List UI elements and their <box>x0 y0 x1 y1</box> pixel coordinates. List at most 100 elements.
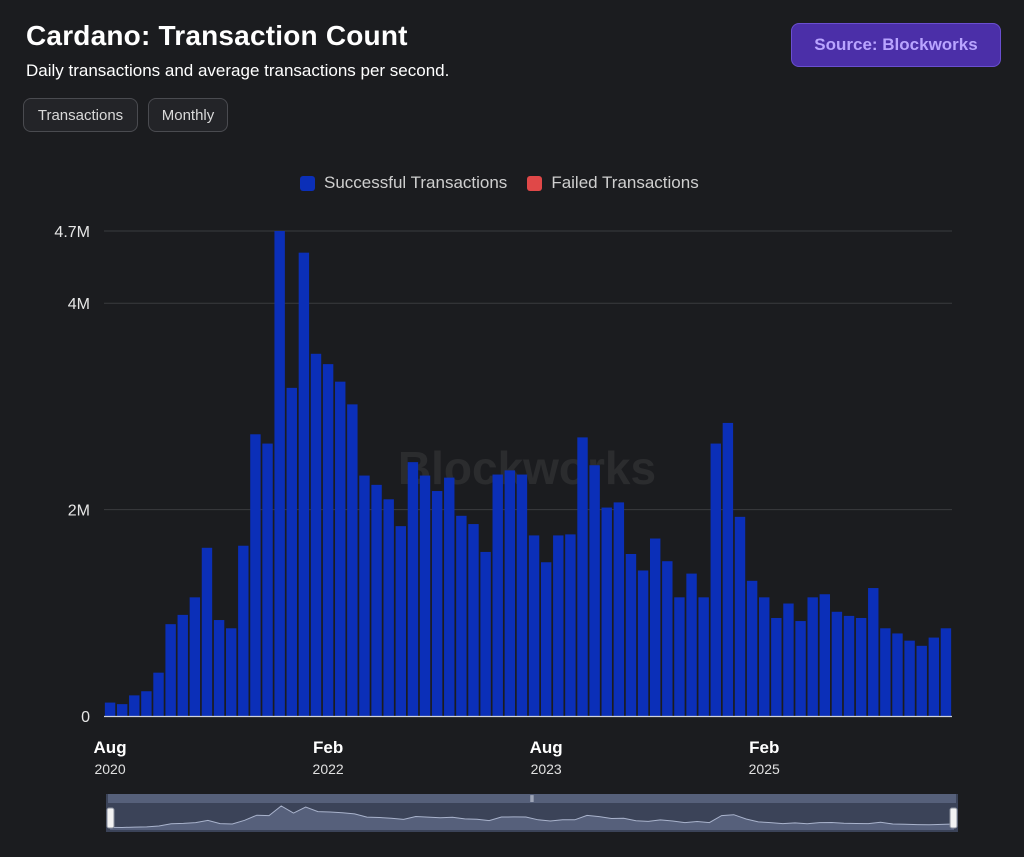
x-tick-year: 2022 <box>313 761 344 777</box>
bar-successful <box>565 534 576 716</box>
x-tick-label: Feb <box>749 738 779 757</box>
bar-successful <box>444 477 455 716</box>
bar-successful <box>129 695 140 716</box>
bar-successful <box>868 588 879 716</box>
bar-successful <box>419 475 431 716</box>
navigator-line <box>109 805 955 829</box>
bar-successful <box>407 462 419 716</box>
bar-successful <box>759 597 770 716</box>
chart-title: Cardano: Transaction Count <box>26 20 408 51</box>
bar-successful <box>395 526 407 716</box>
bar-successful <box>722 422 734 716</box>
bar-successful <box>116 704 128 716</box>
bar-successful <box>831 611 843 716</box>
bar-successful <box>940 628 952 716</box>
period-toggle-button[interactable]: Monthly <box>148 98 228 132</box>
bar-successful <box>855 617 867 716</box>
legend-label-successful: Successful Transactions <box>324 173 508 192</box>
bar-successful <box>880 628 891 716</box>
bar-successful <box>141 691 152 716</box>
x-tick-year: 2025 <box>749 761 780 777</box>
metric-toggle-button[interactable]: Transactions <box>23 98 138 132</box>
source-button[interactable]: Source: Blockworks <box>791 23 1001 67</box>
bar-successful <box>528 535 540 716</box>
bar-successful <box>783 603 794 716</box>
bar-successful <box>710 443 721 716</box>
bar-successful <box>335 381 346 716</box>
bar-successful <box>347 404 358 716</box>
navigator-scrollbar <box>108 794 956 803</box>
bar-successful <box>589 465 600 716</box>
bar-successful <box>843 615 855 716</box>
legend-item-failed[interactable]: Failed Transactions <box>527 173 699 193</box>
bar-successful <box>613 502 625 716</box>
bar-successful <box>262 443 273 716</box>
bar-successful <box>431 491 443 716</box>
bar-successful <box>734 516 746 716</box>
bar-successful <box>165 624 176 716</box>
bar-successful <box>916 645 927 716</box>
x-tick-year: 2020 <box>94 761 125 777</box>
bar-successful <box>492 474 503 716</box>
navigator-left-handle[interactable] <box>106 807 115 829</box>
bar-successful <box>104 702 116 716</box>
bar-successful <box>250 434 261 716</box>
y-tick-label: 4.7M <box>54 224 90 241</box>
bar-successful <box>662 561 673 716</box>
bar-successful <box>213 620 225 716</box>
bar-successful <box>177 614 188 716</box>
x-tick-label: Feb <box>313 738 343 757</box>
y-tick-label: 4M <box>68 296 90 313</box>
legend-swatch-failed <box>527 175 543 191</box>
x-tick-label: Aug <box>530 738 563 757</box>
bar-successful <box>795 621 806 716</box>
bar-successful <box>189 597 201 716</box>
bar-successful <box>637 570 649 716</box>
bar-successful <box>686 573 697 716</box>
x-tick-year: 2023 <box>531 761 562 777</box>
bar-successful <box>153 672 164 716</box>
bar-successful <box>238 545 249 716</box>
bar-successful <box>298 252 310 716</box>
bar-successful <box>322 364 334 716</box>
bar-successful <box>819 594 831 716</box>
bar-successful <box>225 628 237 716</box>
legend-label-failed: Failed Transactions <box>551 173 699 192</box>
range-navigator[interactable]: ⦀ <box>106 794 958 832</box>
y-tick-label: 2M <box>68 503 90 520</box>
bar-successful <box>807 597 818 716</box>
bar-successful <box>540 562 552 716</box>
bar-successful <box>928 637 940 716</box>
y-tick-label: 0 <box>81 709 90 726</box>
bar-successful <box>746 580 758 716</box>
bar-successful <box>577 437 588 716</box>
bar-successful <box>771 617 782 716</box>
bar-successful <box>371 484 382 716</box>
navigator-right-handle[interactable] <box>949 807 958 829</box>
bar-successful <box>698 597 709 716</box>
bar-successful <box>892 633 903 716</box>
legend-item-successful[interactable]: Successful Transactions <box>300 173 507 193</box>
chart-subtitle: Daily transactions and average transacti… <box>26 61 450 80</box>
bar-successful <box>601 507 612 716</box>
x-tick-label: Aug <box>94 738 127 757</box>
chart-legend: Successful Transactions Failed Transacti… <box>300 172 719 194</box>
bar-successful <box>553 535 564 716</box>
legend-swatch-successful <box>300 175 315 191</box>
bar-successful <box>468 524 479 716</box>
bar-successful <box>310 353 322 716</box>
bar-successful <box>649 538 661 716</box>
bar-successful <box>274 231 285 716</box>
bar-successful <box>383 499 394 716</box>
bar-successful <box>904 640 915 716</box>
bar-successful <box>516 474 528 716</box>
bar-successful <box>674 597 685 716</box>
bar-successful <box>201 547 213 716</box>
navigator-grip-icon: ⦀ <box>530 795 534 805</box>
bar-chart: Blockworks02M4M4.7MAug2020Feb2022Aug2023… <box>54 224 952 777</box>
bar-successful <box>286 387 297 716</box>
bar-successful <box>456 515 467 716</box>
bar-successful <box>359 475 370 716</box>
bar-successful <box>625 553 637 716</box>
bar-successful <box>504 470 516 716</box>
